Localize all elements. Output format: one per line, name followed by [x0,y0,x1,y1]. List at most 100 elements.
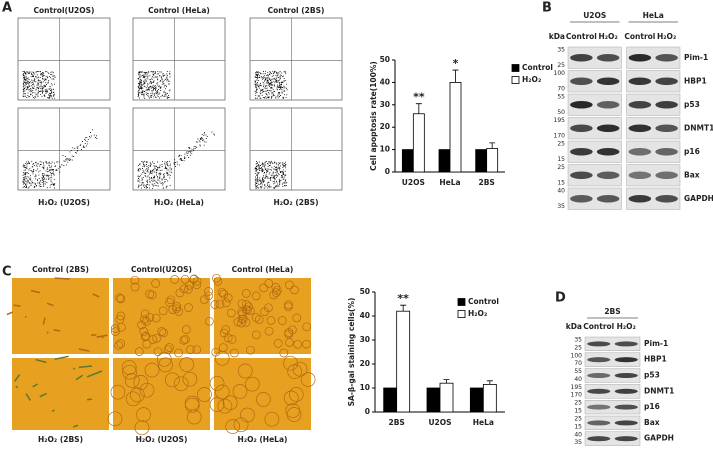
blot-band [587,404,611,410]
kda-marker: 40 [574,376,582,383]
x-tick-label: 2BS [478,178,494,187]
cell-line: HeLa [643,11,664,20]
error-bar [415,103,422,114]
blot-band [655,194,678,203]
micrograph [12,278,109,354]
blot-band [570,124,593,133]
blot-strip [567,46,622,69]
micrograph [113,278,210,354]
bar [449,82,462,173]
protein-label: Bax [684,170,700,179]
protein-label: Pim-1 [684,53,708,62]
kda-marker: 35 [574,337,582,344]
blot-strip [626,140,681,163]
flow-title: H₂O₂ (HeLa) [154,198,204,207]
protein-label: GAPDH [644,434,674,443]
blot-band [614,420,638,426]
micrograph-title: Control (HeLa) [232,265,294,274]
blot-band [628,194,652,203]
protein-label: p16 [684,147,700,156]
kda-marker: 170 [571,392,583,399]
blot-band [628,171,652,180]
bar [412,113,425,173]
kda-marker: 170 [554,133,566,140]
cell-texture [209,350,316,434]
flow-dots [137,131,215,189]
protein-label: DNMT1 [684,123,713,132]
blot-band [655,77,678,86]
error-bar [443,379,450,384]
panel-label: C [2,265,12,280]
kda-marker: 25 [574,400,582,407]
kda-marker: 55 [574,368,582,375]
y-tick-label: 10 [380,145,390,154]
kda-marker: 35 [557,47,565,54]
flow-dots [22,129,98,189]
legend-label: Control [522,63,553,72]
blot-band [614,404,638,410]
kda-label: kDa [549,32,565,41]
kda-marker: 25 [557,141,565,148]
bar [383,387,398,413]
error-bar [452,69,459,83]
legend-swatch [457,310,466,318]
blot-band [587,372,611,379]
blot-band [614,436,638,442]
annotation: ** [413,91,425,104]
legend-label: H₂O₂ [522,75,541,84]
protein-label: HBP1 [644,355,667,364]
flow-title: H₂O₂ (2BS) [273,198,318,207]
micrograph-title: H₂O₂ (U2OS) [136,435,188,444]
kda-marker: 70 [574,360,582,367]
flow-plot [17,17,111,101]
y-tick-label: 30 [360,335,370,344]
cell-texture [210,273,312,358]
blot-band [570,77,593,86]
cell-line: 2BS [604,307,620,316]
blot-band [655,124,678,133]
blot-strip [567,187,622,210]
cell-texture [110,274,214,358]
blot-band [655,100,678,109]
blot-band [570,53,593,62]
bar [438,149,451,173]
blot-band [587,420,611,426]
blot-band [628,100,652,109]
flow-title: H₂O₂ (U2OS) [38,198,90,207]
flow-dots [254,70,288,99]
blot-strip [567,117,622,140]
flow-title: Control (HeLa) [148,6,210,15]
y-tick-label: 50 [380,55,390,64]
blot-band [614,372,638,379]
micrograph-title: H₂O₂ (2BS) [38,435,83,444]
blot-band [628,124,652,133]
kda-marker: 195 [571,384,583,391]
flow-plot [132,17,226,101]
blot-strip [626,93,681,116]
x-tick-label: HeLa [439,178,460,187]
y-tick-label: 10 [360,383,370,392]
blot-band [570,194,593,203]
bar [482,383,497,413]
blot-strip [584,400,641,415]
kda-marker: 195 [554,117,566,124]
blot-band [570,147,593,156]
blot-band [596,77,620,86]
blot-band [587,436,611,442]
blot-strip [584,431,641,446]
bar [475,149,488,173]
protein-label: Bax [644,418,660,427]
panel-label: D [555,291,566,306]
y-tick-label: 0 [365,407,370,416]
blot-band [596,124,620,133]
blot-strip [626,117,681,140]
bar [469,387,484,413]
x-tick-label: U2OS [428,418,451,427]
error-bar [489,142,496,149]
blot-band [596,147,620,156]
flow-dots [254,160,288,189]
blot-band [587,341,611,347]
blot-band [587,388,611,394]
kda-marker: 40 [574,431,582,438]
